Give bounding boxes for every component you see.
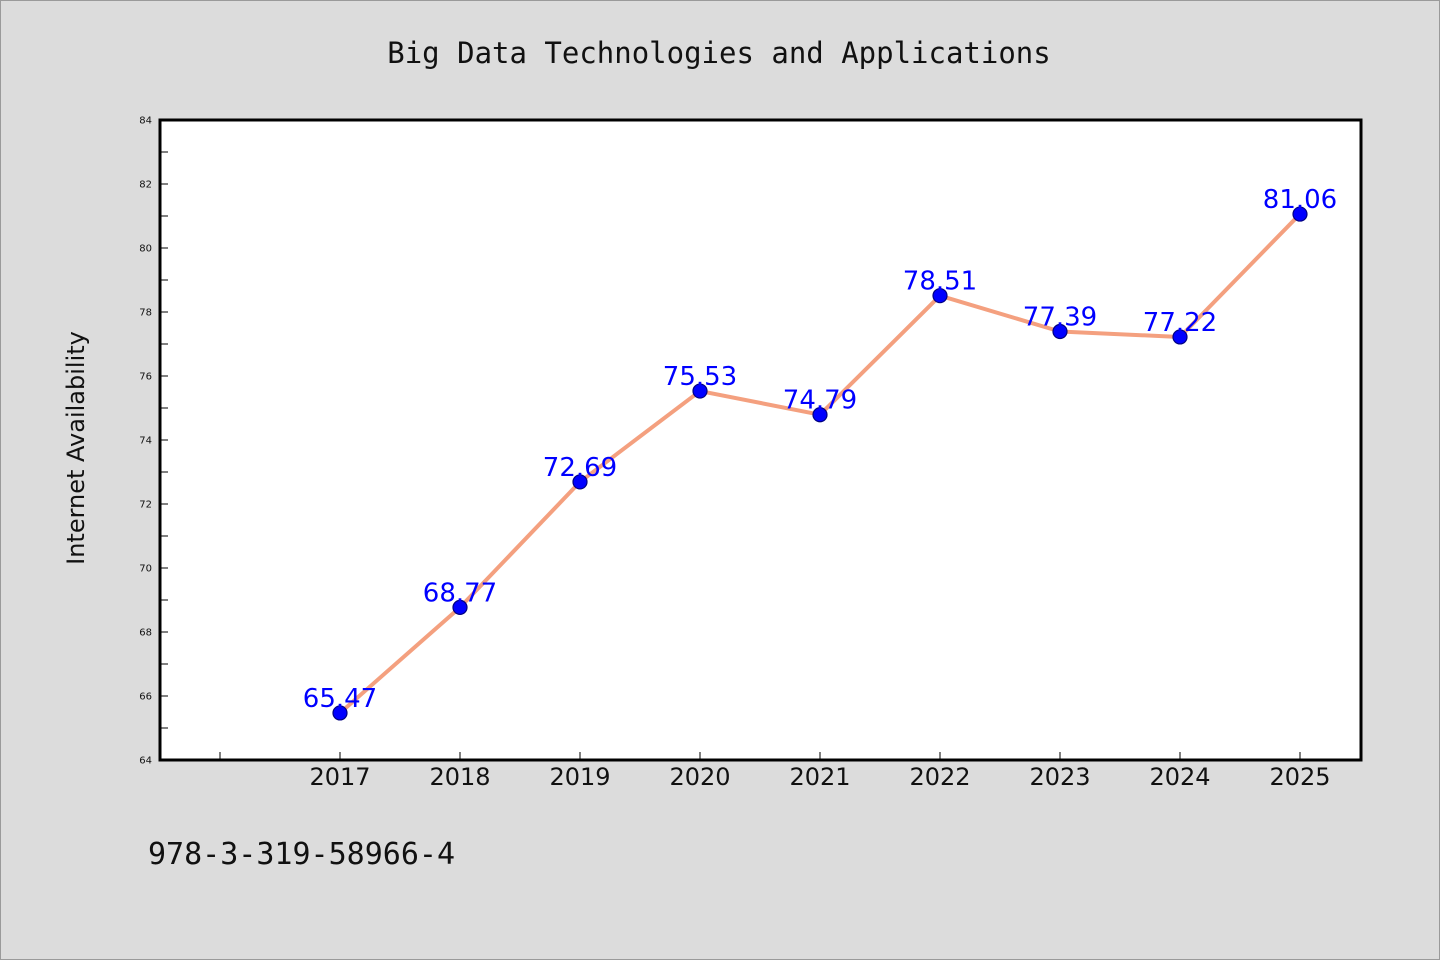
data-point (1052, 323, 1068, 340)
x-tick-label: 2017 (309, 763, 370, 791)
x-axis-ticks: 2017 2018 2019 2020 2021 2022 2023 2024 2025 (219, 752, 1331, 791)
y-tick-label: 84 (139, 116, 152, 127)
data-labels-layer: 65.47 68.77 72.69 75.53 74.79 78.51 77.39 77.22… (303, 185, 1337, 714)
plot-area (160, 120, 1361, 760)
data-point (692, 383, 708, 399)
y-tick-label: 72 (139, 500, 152, 511)
data-label: 75.53 (663, 362, 737, 392)
plot-border (158, 118, 1363, 762)
x-tick-label: 2022 (909, 763, 970, 791)
x-tick-label: 2021 (789, 763, 850, 791)
data-label: 74.79 (783, 386, 857, 416)
x-tick-label: 2024 (1149, 763, 1210, 791)
x-tick-label: 2018 (429, 763, 490, 791)
markers-layer (332, 206, 1308, 721)
data-point (572, 474, 588, 490)
y-tick-label: 66 (139, 692, 152, 703)
y-axis-label: Internet Availability (62, 331, 90, 565)
data-point (812, 407, 828, 423)
data-label: 81.06 (1263, 185, 1337, 215)
y-tick-label: 68 (139, 628, 152, 639)
y-tick-label: 80 (139, 244, 152, 255)
data-point (932, 288, 948, 304)
x-tick-label: 2020 (669, 763, 730, 791)
data-label: 77.22 (1143, 308, 1217, 338)
y-tick-label: 76 (139, 372, 152, 383)
isbn-footnote: 978-3-319-58966-4 (148, 837, 455, 872)
data-label: 72.69 (543, 453, 617, 483)
x-tick-label: 2025 (1269, 763, 1330, 791)
data-point (332, 705, 348, 721)
x-tick-label: 2023 (1029, 763, 1090, 791)
data-point (452, 599, 468, 615)
data-label: 77.39 (1023, 303, 1097, 333)
x-tick-label: 2019 (549, 763, 610, 791)
y-tick-label: 82 (139, 180, 152, 191)
data-label: 68.77 (423, 578, 497, 608)
data-label: 78.51 (903, 267, 977, 297)
y-tick-label: 74 (139, 436, 152, 447)
data-point (1292, 206, 1308, 222)
y-tick-label: 78 (139, 308, 152, 319)
chart-title: Big Data Technologies and Applications (387, 36, 1050, 70)
data-point (1172, 329, 1188, 345)
data-label: 65.47 (303, 684, 377, 714)
y-tick-label: 64 (139, 756, 152, 767)
y-tick-label: 70 (139, 564, 152, 575)
